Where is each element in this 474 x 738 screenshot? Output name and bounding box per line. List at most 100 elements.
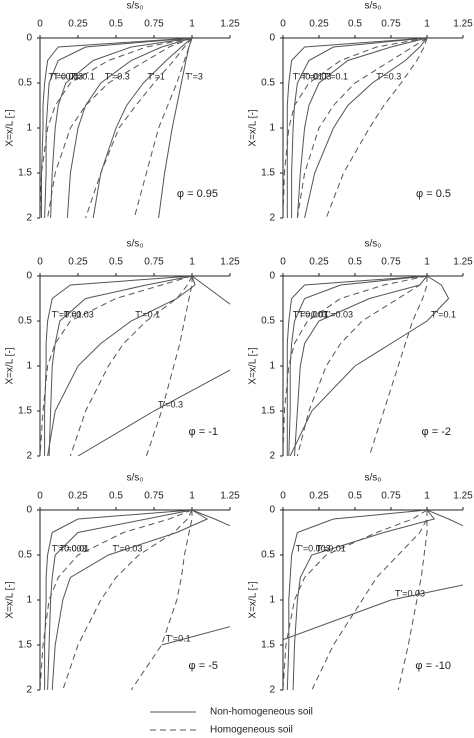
y-tick-label: 2	[26, 213, 32, 224]
x-tick-label: 0.25	[309, 19, 329, 30]
x-tick-label: 0	[280, 491, 286, 502]
curve-label: T'=0.03	[395, 588, 425, 598]
curve-label: T'=3	[185, 71, 202, 81]
y-tick-label: 1.5	[261, 168, 275, 179]
legend-label: Homogeneous soil	[210, 725, 293, 736]
curve	[294, 276, 428, 456]
curve	[292, 510, 436, 690]
curve-label: T'=0.1	[431, 309, 456, 319]
curve	[69, 276, 193, 456]
curve	[44, 510, 193, 690]
x-tick-label: 1	[424, 19, 430, 30]
curve	[77, 276, 230, 456]
curve	[289, 276, 450, 456]
curve-label: T'=0.03	[301, 71, 331, 81]
y-tick-label: 1.5	[18, 168, 32, 179]
curve	[291, 38, 428, 218]
x-tick-label: 0.75	[381, 19, 401, 30]
curve-label: T'=0.03	[53, 71, 83, 81]
x-tick-label: 0.5	[109, 19, 123, 30]
curve	[92, 38, 193, 218]
x-tick-label: 0.25	[309, 257, 329, 268]
y-tick-label: 1	[269, 123, 275, 134]
x-tick-label: 0.75	[144, 257, 164, 268]
y-tick-label: 1	[269, 595, 275, 606]
x-tick-label: 0	[37, 19, 43, 30]
y-tick-label: 2	[26, 685, 32, 696]
y-axis-title: X=x/L [-]	[248, 347, 259, 384]
panel: s/s₀ X=x/L [-] 0 0.25 0.5 0.75 1 1.25 0 0.5 1 1.5 2 T…	[5, 239, 241, 462]
curve-label: T'=0.03	[64, 309, 94, 319]
phi-label: φ = -10	[415, 660, 451, 672]
curve	[44, 38, 193, 218]
y-tick-label: 1	[269, 361, 275, 372]
x-tick-label: 0.25	[68, 491, 88, 502]
y-tick-label: 1.5	[261, 406, 275, 417]
curve	[62, 510, 193, 690]
x-tick-label: 1	[189, 491, 195, 502]
curve	[283, 38, 428, 218]
phi-label: φ = -2	[422, 426, 451, 438]
y-tick-label: 0.5	[18, 550, 32, 561]
curve-label: T'=0.003	[52, 543, 87, 553]
y-tick-label: 0.5	[261, 78, 275, 89]
y-tick-label: 2	[26, 451, 32, 462]
x-tick-label: 0.75	[144, 19, 164, 30]
x-tick-label: 0.5	[348, 491, 362, 502]
x-tick-label: 0	[280, 19, 286, 30]
curve-label: T'=0.03	[112, 543, 142, 553]
curve	[368, 276, 428, 456]
curve-label: T'=0.1	[323, 71, 348, 81]
curve-label: T'=0.3	[158, 399, 183, 409]
x-axis-title: s/s₀	[127, 473, 144, 484]
y-tick-label: 1.5	[261, 640, 275, 651]
y-axis-title: X=x/L [-]	[248, 109, 259, 146]
y-tick-label: 0.5	[18, 316, 32, 327]
x-axis-title: s/s₀	[365, 473, 382, 484]
y-tick-label: 1	[26, 123, 32, 134]
curve	[48, 276, 193, 456]
curve	[296, 38, 428, 218]
curve	[40, 276, 193, 456]
curve-label: T'=0.003	[296, 543, 331, 553]
curve	[283, 510, 428, 690]
curve	[286, 510, 428, 690]
y-tick-label: 2	[269, 685, 275, 696]
y-tick-label: 1.5	[18, 406, 32, 417]
x-tick-label: 0	[37, 257, 43, 268]
y-tick-label: 0.5	[18, 78, 32, 89]
curve	[161, 510, 230, 646]
y-tick-label: 2	[269, 451, 275, 462]
curve-label: T'=0.01	[316, 543, 346, 553]
x-tick-label: 0.25	[309, 491, 329, 502]
curve-label: T'=0.1	[135, 309, 160, 319]
curve	[296, 38, 428, 218]
curves	[283, 276, 450, 456]
y-tick-label: 1	[26, 361, 32, 372]
curve	[397, 510, 428, 690]
curve	[44, 276, 193, 456]
x-tick-label: 1.25	[220, 257, 240, 268]
curve-label: T'=0.01	[49, 71, 79, 81]
panel: s/s₀ X=x/L [-] 0 0.25 0.5 0.75 1 1.25 0 0.5 1 1.5 2 T…	[248, 1, 474, 224]
x-tick-label: 0.25	[68, 19, 88, 30]
curve-label: T'=0.3	[105, 71, 130, 81]
curve-label: T'=0.3	[376, 71, 401, 81]
curve-label: T'=0.01	[293, 71, 323, 81]
curve	[286, 276, 428, 456]
curves	[40, 510, 230, 690]
y-tick-label: 0	[26, 33, 32, 44]
curve	[288, 276, 428, 456]
curve	[51, 510, 209, 690]
y-tick-label: 2	[269, 213, 275, 224]
x-tick-label: 0.5	[109, 491, 123, 502]
y-tick-label: 0	[269, 505, 275, 516]
curve	[283, 276, 428, 456]
x-tick-label: 0.5	[348, 19, 362, 30]
y-tick-label: 0.5	[261, 550, 275, 561]
x-tick-label: 1.25	[453, 19, 473, 30]
phi-label: φ = -1	[189, 426, 218, 438]
y-tick-label: 0	[26, 271, 32, 282]
phi-label: φ = 0.95	[177, 188, 218, 200]
curve	[304, 38, 428, 218]
